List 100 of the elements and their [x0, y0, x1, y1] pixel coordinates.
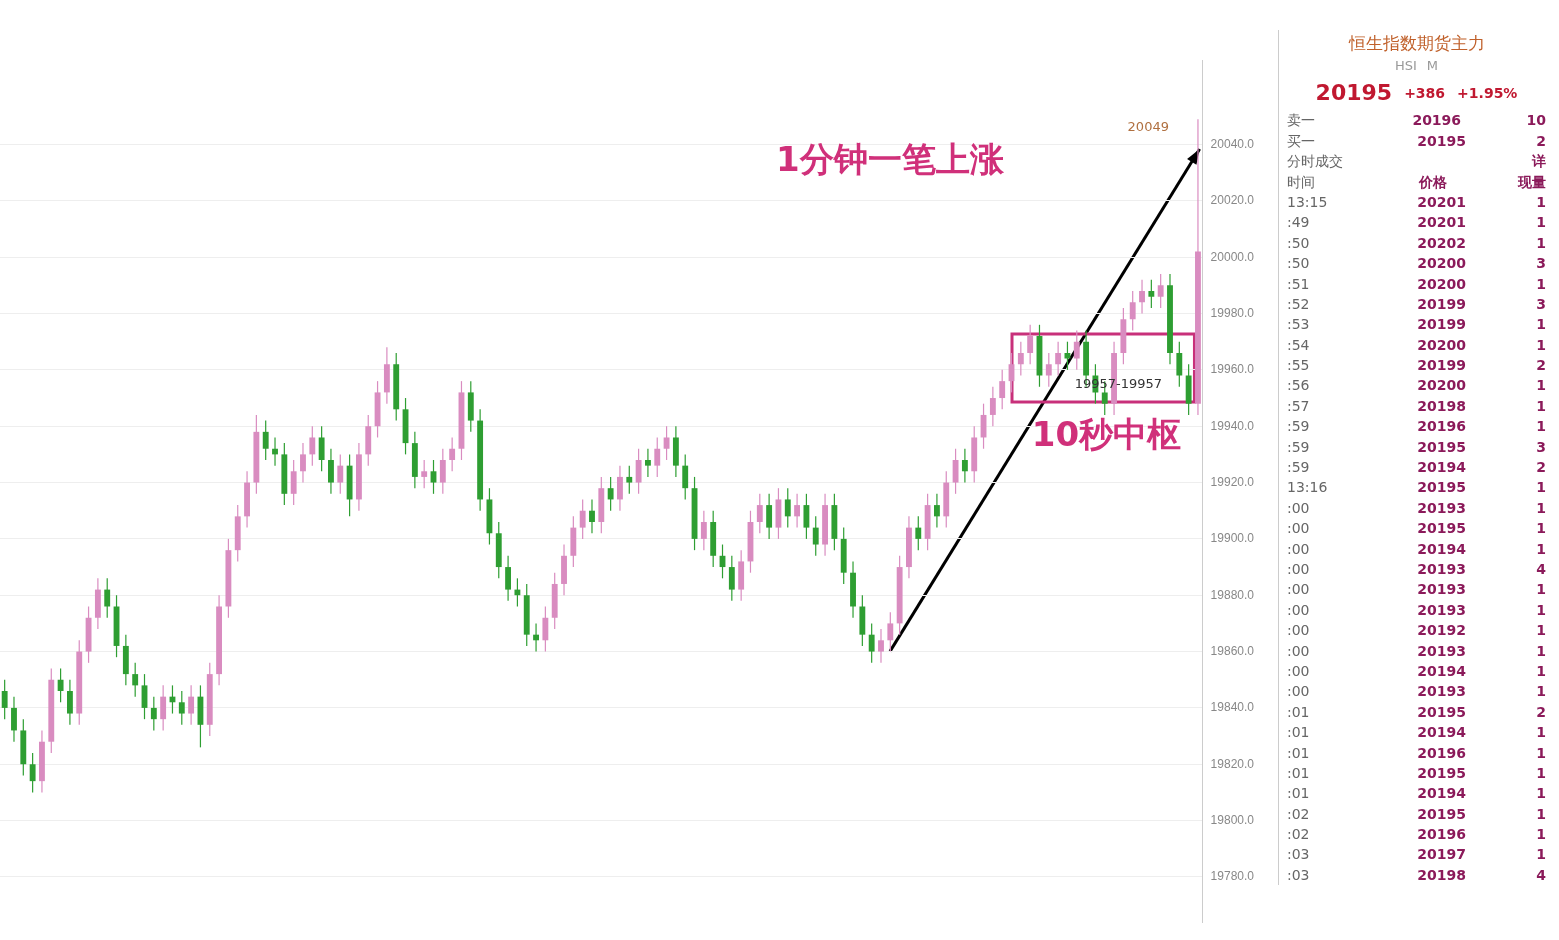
text: 分时成交 详 [1287, 153, 1546, 170]
candlestick [1073, 329, 1080, 371]
candlestick [607, 476, 614, 512]
candlestick [933, 493, 940, 529]
candlestick [57, 667, 64, 703]
text: :51 20200 1 [1287, 275, 1546, 292]
y-tick-label: 19900.0 [1210, 531, 1255, 546]
candlestick [1176, 341, 1183, 388]
candlestick [868, 622, 875, 664]
candlestick [300, 442, 306, 484]
text: :00 20193 1 [1287, 581, 1546, 598]
y-tick-label: 20040.0 [1210, 136, 1255, 151]
candlestick [803, 493, 810, 540]
text: 恒生指数期货主力 [1348, 32, 1485, 55]
candlestick [542, 605, 549, 653]
candlestick [654, 436, 661, 478]
candlestick [1055, 341, 1062, 377]
y-tick-label: 19980.0 [1210, 305, 1255, 320]
text: :01 20194 1 [1287, 724, 1546, 741]
candlestick [644, 448, 651, 478]
candlestick [1045, 352, 1052, 388]
candlestick [449, 436, 456, 472]
y-tick-label: 19800.0 [1210, 812, 1255, 827]
candlestick [989, 386, 996, 427]
candlestick [337, 453, 344, 495]
candlestick [812, 515, 819, 557]
candlestick [626, 465, 633, 495]
text: :50 20202 1 [1287, 234, 1546, 251]
candlestick [999, 369, 1006, 410]
text: :00 20193 1 [1287, 642, 1546, 659]
candlestick [1157, 273, 1164, 309]
text: :00 20193 4 [1287, 560, 1546, 577]
candlestick [1017, 341, 1024, 377]
candlestick [794, 493, 801, 529]
text: :02 20195 1 [1287, 805, 1546, 822]
text: :55 20199 2 [1287, 357, 1546, 374]
text: :00 20193 1 [1287, 601, 1546, 618]
candlestick [617, 465, 623, 512]
text: :52 20199 3 [1287, 295, 1546, 312]
candlestick [682, 453, 689, 501]
annotation: 1分钟一笔上涨 [776, 138, 1005, 179]
text: :01 20195 1 [1287, 764, 1546, 781]
candlestick [887, 611, 894, 653]
candlestick [29, 752, 36, 794]
candlestick [1129, 290, 1136, 332]
text: :50 20200 3 [1287, 255, 1546, 272]
candlestick [430, 459, 437, 495]
text: 买一 20195 2 [1287, 132, 1546, 149]
y-tick-label: 19920.0 [1210, 474, 1255, 489]
text: 卖一 20196 10 [1287, 112, 1546, 129]
text: :53 20199 1 [1287, 316, 1546, 333]
candlestick [318, 425, 325, 472]
text: :01 20194 1 [1287, 785, 1546, 802]
text: :02 20196 1 [1287, 826, 1546, 843]
y-tick-label: 19880.0 [1210, 587, 1255, 602]
annotation: 20049 [1127, 119, 1169, 135]
candlestick [309, 425, 316, 467]
candlestick [132, 662, 139, 698]
text: :57 20198 1 [1287, 397, 1546, 414]
text: :59 20196 1 [1287, 418, 1546, 435]
candlestick [178, 690, 185, 726]
candlestick [784, 487, 791, 529]
text: :01 20195 2 [1287, 703, 1546, 720]
candlestick [635, 448, 642, 495]
candlestick [1139, 279, 1145, 315]
candlestick [150, 696, 157, 732]
y-tick-label: 19820.0 [1210, 756, 1255, 771]
y-tick-label: 19840.0 [1210, 700, 1255, 715]
text: :00 20195 1 [1287, 520, 1546, 537]
candlestick [421, 459, 428, 489]
text: 20195 +386 +1.95% [1315, 79, 1518, 108]
text: :54 20200 1 [1287, 336, 1546, 353]
text: :00 20193 1 [1287, 499, 1546, 516]
candlestick [11, 696, 17, 743]
candlestick [878, 628, 884, 664]
text: :03 20197 1 [1287, 846, 1546, 863]
text: :03 20198 4 [1287, 866, 1546, 883]
candlestick [579, 498, 586, 540]
y-tick-label: 19860.0 [1210, 643, 1255, 658]
text: :01 20196 1 [1287, 744, 1546, 761]
candlestick [1027, 324, 1034, 365]
candlestick [1, 679, 8, 720]
candlestick [766, 493, 773, 540]
candlestick [915, 515, 922, 551]
text: :00 20192 1 [1287, 622, 1546, 639]
y-tick-label: 20020.0 [1210, 193, 1255, 208]
candlestick [533, 622, 539, 653]
text: :00 20194 1 [1287, 540, 1546, 557]
text: 13:15 20201 1 [1287, 193, 1546, 210]
candlestick [663, 425, 670, 461]
candlestick [262, 419, 269, 461]
y-tick-label: 19940.0 [1210, 418, 1255, 433]
candlestick [728, 555, 735, 602]
candlestick [589, 498, 595, 534]
candlestick [1064, 341, 1071, 371]
y-tick-label: 19780.0 [1210, 869, 1255, 884]
text: :00 20194 1 [1287, 662, 1546, 679]
candlestick [188, 684, 195, 726]
candlestick [272, 436, 278, 467]
candlestick [1148, 279, 1155, 309]
